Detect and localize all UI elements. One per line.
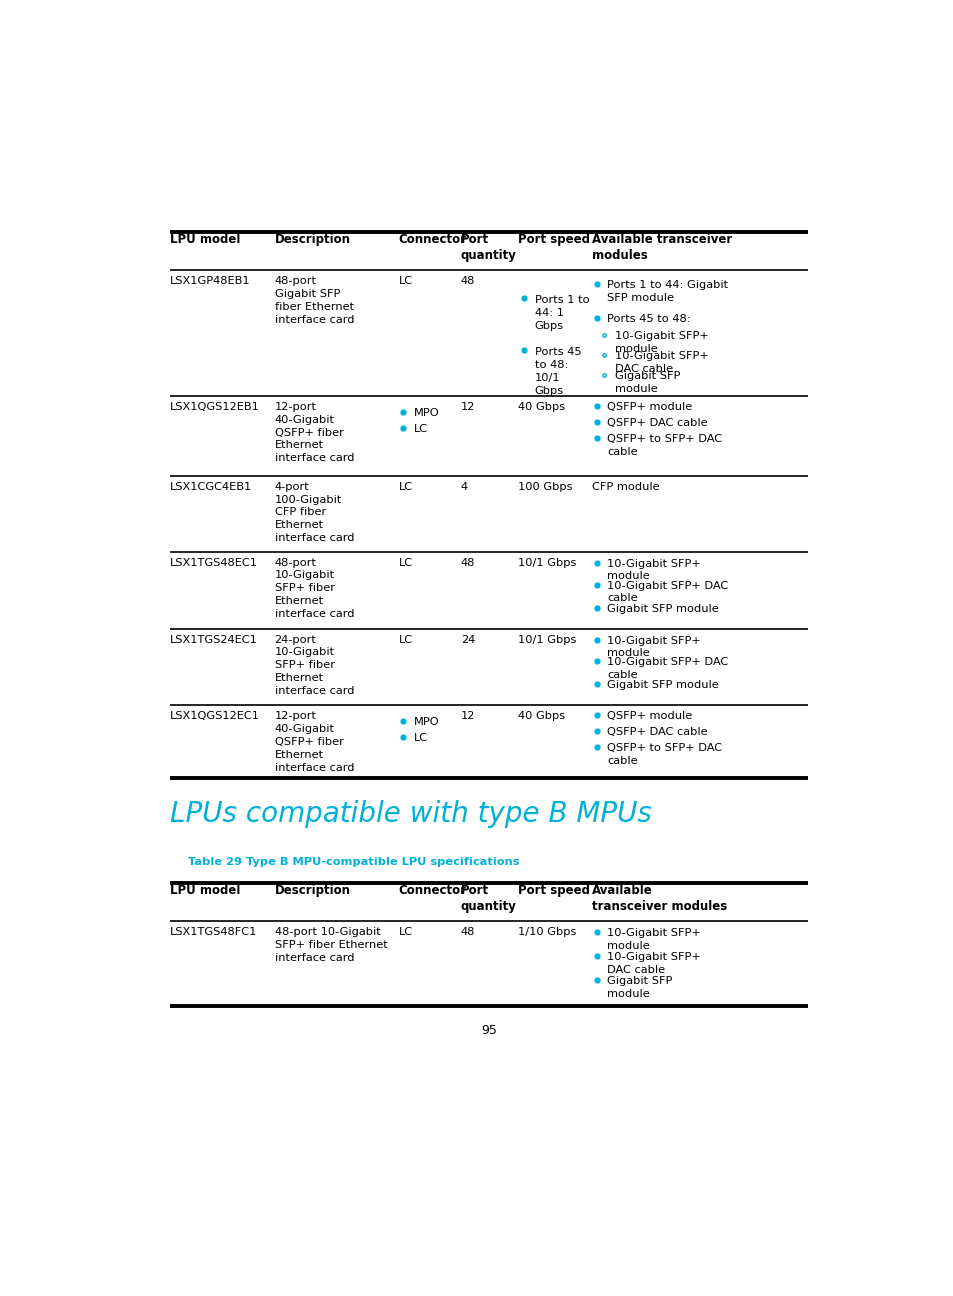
- Text: 10-Gigabit SFP+
DAC cable: 10-Gigabit SFP+ DAC cable: [614, 351, 708, 375]
- Text: Gigabit SFP
module: Gigabit SFP module: [614, 371, 679, 394]
- Text: Port
quantity: Port quantity: [460, 884, 517, 912]
- Text: LPUs compatible with type B MPUs: LPUs compatible with type B MPUs: [170, 800, 651, 828]
- Text: LSX1QGS12EC1: LSX1QGS12EC1: [170, 712, 259, 722]
- Text: 48-port
10-Gigabit
SFP+ fiber
Ethernet
interface card: 48-port 10-Gigabit SFP+ fiber Ethernet i…: [274, 557, 354, 619]
- Text: LC: LC: [398, 635, 413, 644]
- Text: LSX1CGC4EB1: LSX1CGC4EB1: [170, 482, 252, 492]
- Text: Gigabit SFP module: Gigabit SFP module: [606, 604, 719, 613]
- Text: LSX1QGS12EB1: LSX1QGS12EB1: [170, 402, 259, 412]
- Text: Ports 45 to 48:: Ports 45 to 48:: [606, 314, 690, 324]
- Text: Port
quantity: Port quantity: [460, 233, 517, 262]
- Text: 12-port
40-Gigabit
QSFP+ fiber
Ethernet
interface card: 12-port 40-Gigabit QSFP+ fiber Ethernet …: [274, 712, 354, 772]
- Text: Available
transceiver modules: Available transceiver modules: [592, 884, 727, 912]
- Text: QSFP+ to SFP+ DAC
cable: QSFP+ to SFP+ DAC cable: [606, 744, 721, 766]
- Text: LC: LC: [398, 482, 413, 492]
- Text: 24: 24: [460, 635, 475, 644]
- Text: 4-port
100-Gigabit
CFP fiber
Ethernet
interface card: 4-port 100-Gigabit CFP fiber Ethernet in…: [274, 482, 354, 543]
- Text: QSFP+ DAC cable: QSFP+ DAC cable: [606, 727, 707, 737]
- Text: 48: 48: [460, 276, 475, 286]
- Text: 48: 48: [460, 557, 475, 568]
- Text: LC: LC: [413, 734, 427, 744]
- Text: Available transceiver
modules: Available transceiver modules: [592, 233, 732, 262]
- Text: 48: 48: [460, 927, 475, 937]
- Text: 10-Gigabit SFP+
module: 10-Gigabit SFP+ module: [606, 928, 700, 951]
- Text: LC: LC: [413, 424, 427, 434]
- Text: 95: 95: [480, 1024, 497, 1037]
- Text: Description: Description: [274, 233, 350, 246]
- Text: 10/1 Gbps: 10/1 Gbps: [518, 635, 577, 644]
- Text: LPU model: LPU model: [170, 233, 239, 246]
- Text: 12: 12: [460, 402, 475, 412]
- Text: Connector: Connector: [398, 233, 466, 246]
- Text: Port speed: Port speed: [518, 884, 590, 897]
- Text: Gigabit SFP module: Gigabit SFP module: [606, 680, 719, 691]
- Text: 100 Gbps: 100 Gbps: [518, 482, 573, 492]
- Text: CFP module: CFP module: [592, 482, 659, 492]
- Text: 48-port 10-Gigabit
SFP+ fiber Ethernet
interface card: 48-port 10-Gigabit SFP+ fiber Ethernet i…: [274, 927, 387, 963]
- Text: 10-Gigabit SFP+
module: 10-Gigabit SFP+ module: [614, 332, 708, 354]
- Text: Table 29 Type B MPU-compatible LPU specifications: Table 29 Type B MPU-compatible LPU speci…: [188, 857, 519, 867]
- Text: LC: LC: [398, 557, 413, 568]
- Text: 10-Gigabit SFP+
module: 10-Gigabit SFP+ module: [606, 559, 700, 582]
- Text: Ports 1 to 44: Gigabit
SFP module: Ports 1 to 44: Gigabit SFP module: [606, 280, 727, 303]
- Text: 24-port
10-Gigabit
SFP+ fiber
Ethernet
interface card: 24-port 10-Gigabit SFP+ fiber Ethernet i…: [274, 635, 354, 696]
- Text: LPU model: LPU model: [170, 884, 239, 897]
- Text: MPO: MPO: [413, 718, 438, 727]
- Text: 10-Gigabit SFP+ DAC
cable: 10-Gigabit SFP+ DAC cable: [606, 581, 728, 604]
- Text: LSX1GP48EB1: LSX1GP48EB1: [170, 276, 250, 286]
- Text: LC: LC: [398, 927, 413, 937]
- Text: Connector: Connector: [398, 884, 466, 897]
- Text: 10-Gigabit SFP+ DAC
cable: 10-Gigabit SFP+ DAC cable: [606, 657, 728, 680]
- Text: QSFP+ to SFP+ DAC
cable: QSFP+ to SFP+ DAC cable: [606, 434, 721, 456]
- Text: QSFP+ DAC cable: QSFP+ DAC cable: [606, 419, 707, 428]
- Text: MPO: MPO: [413, 408, 438, 419]
- Text: LSX1TGS48FC1: LSX1TGS48FC1: [170, 927, 256, 937]
- Text: 4: 4: [460, 482, 468, 492]
- Text: 12: 12: [460, 712, 475, 722]
- Text: Ports 1 to
44: 1
Gbps: Ports 1 to 44: 1 Gbps: [535, 295, 589, 330]
- Text: LSX1TGS48EC1: LSX1TGS48EC1: [170, 557, 257, 568]
- Text: QSFP+ module: QSFP+ module: [606, 402, 692, 412]
- Text: Port speed: Port speed: [518, 233, 590, 246]
- Text: 40 Gbps: 40 Gbps: [518, 402, 565, 412]
- Text: 1/10 Gbps: 1/10 Gbps: [518, 927, 577, 937]
- Text: 10-Gigabit SFP+
module: 10-Gigabit SFP+ module: [606, 635, 700, 658]
- Text: 10/1 Gbps: 10/1 Gbps: [518, 557, 577, 568]
- Text: QSFP+ module: QSFP+ module: [606, 712, 692, 722]
- Text: Description: Description: [274, 884, 350, 897]
- Text: 48-port
Gigabit SFP
fiber Ethernet
interface card: 48-port Gigabit SFP fiber Ethernet inter…: [274, 276, 354, 325]
- Text: Ports 45
to 48:
10/1
Gbps: Ports 45 to 48: 10/1 Gbps: [535, 347, 580, 395]
- Text: LC: LC: [398, 276, 413, 286]
- Text: LSX1TGS24EC1: LSX1TGS24EC1: [170, 635, 257, 644]
- Text: 10-Gigabit SFP+
DAC cable: 10-Gigabit SFP+ DAC cable: [606, 951, 700, 975]
- Text: 12-port
40-Gigabit
QSFP+ fiber
Ethernet
interface card: 12-port 40-Gigabit QSFP+ fiber Ethernet …: [274, 402, 354, 463]
- Text: Gigabit SFP
module: Gigabit SFP module: [606, 976, 672, 999]
- Text: 40 Gbps: 40 Gbps: [518, 712, 565, 722]
